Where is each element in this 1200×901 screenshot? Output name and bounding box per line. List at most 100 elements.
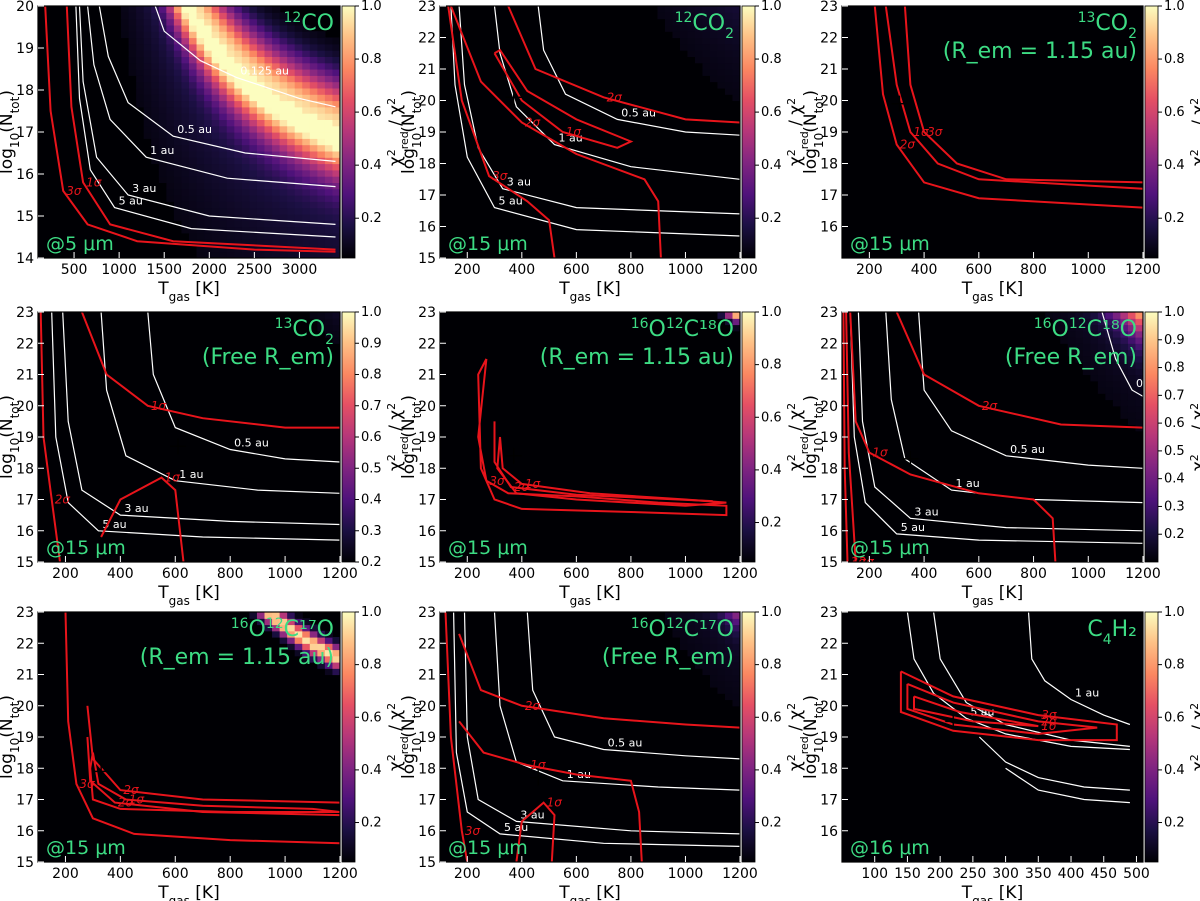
heatmap-cell [695,18,704,26]
heatmap-cell [309,312,318,319]
heatmap-cell [287,87,296,95]
heatmap-cell [196,220,205,228]
heatmap-cell [151,24,160,32]
radius-contour-label: 3 au [124,502,148,515]
heatmap-cell [309,50,318,57]
heatmap-cell [302,630,311,638]
heatmap-cell [1082,324,1091,332]
x-tick-label: 1200 [322,566,358,582]
heatmap-cell [189,176,198,183]
x-tick-label: 200 [856,566,883,582]
heatmap-cell [717,637,726,644]
heatmap-cell [680,37,689,45]
heatmap-cell [189,50,198,57]
sigma-contour-label: 1σ [530,758,546,772]
heatmap-cell [687,612,696,619]
heatmap-cell [256,213,266,221]
heatmap-cell [173,182,183,190]
sigma-contour [449,6,662,258]
y-tick-label: 20 [820,699,838,715]
heatmap-cell [324,81,334,89]
radius-contour [453,612,740,847]
x-axis-label: Tgas [K] [961,583,1023,608]
heatmap-cell [1112,362,1122,369]
x-tick-label: 1000 [668,866,704,882]
heatmap-cell [324,630,334,638]
heatmap-cell [1127,418,1137,426]
heatmap-cell [725,693,734,701]
heatmap-cell [234,169,243,177]
heatmap-cell [151,144,160,152]
heatmap-cell [294,169,303,177]
heatmap-cell [158,87,167,95]
heatmap-cell [710,69,719,76]
best-fit-marker [891,95,908,112]
heatmap-cell [249,163,258,171]
heatmap-cell [264,6,273,13]
heatmap-cell [717,6,726,13]
y-tick-label: 15 [418,251,436,267]
heatmap-cell [189,195,198,202]
heatmap-cell [294,163,303,171]
heatmap-cell [332,662,340,669]
colorbar [1144,611,1159,863]
heatmap-cell [272,37,281,45]
heatmap-cell [309,157,318,165]
heatmap-cell [332,132,340,139]
heatmap-cell [302,106,311,114]
heatmap-cell [264,138,273,146]
heatmap-cell [687,43,696,51]
radius-contour-label: 1 au [150,144,174,157]
heatmap-cell [279,630,288,638]
heatmap-cell [196,169,205,177]
heatmap-cell [302,81,311,89]
heatmap-cell [272,100,281,108]
heatmap-cell [219,245,228,253]
heatmap-cell [1135,355,1143,363]
colorbar-tick-label: 0.8 [1164,658,1185,673]
heatmap-cell [189,169,198,177]
heatmap-cell [332,195,340,202]
heatmap-cell [279,125,288,133]
heatmap-cell [672,612,681,619]
heatmap-cell [294,144,303,152]
heatmap-cell [717,62,726,70]
heatmap-cell [324,312,334,319]
sigma-contour-label: 3σ [66,184,82,198]
heatmap-cell [1105,330,1114,338]
colorbar-tick-label: 0.2 [1164,816,1185,831]
heatmap-cell [211,106,220,114]
heatmap-cell [189,24,198,32]
heatmap-cell [287,31,296,39]
heatmap-cell [279,43,288,51]
heatmap-cell [204,62,213,70]
heatmap-cell [272,138,281,146]
sigma-contour [447,6,556,258]
heatmap-cell [173,56,183,64]
x-axis-label: Tgas [K] [157,583,219,608]
heatmap-cell [158,75,167,83]
heatmap-cell [211,245,220,253]
heatmap-cell [1120,399,1129,407]
colorbar-tick-label: 0.4 [761,463,782,478]
heatmap-cell [324,144,334,152]
heatmap-cell [702,18,711,26]
heatmap-cell [287,138,296,146]
colorbar-tick-label: 1.0 [361,305,382,320]
heatmap-cell [279,12,288,20]
heatmap-cell [294,37,303,45]
heatmap-cell [204,182,213,190]
heatmap-cell [204,106,213,114]
heatmap-cell [219,132,228,139]
heatmap-cell [226,226,235,234]
heatmap-cell [279,69,288,76]
sigma-contour-label: 1σ [86,175,102,189]
heatmap-cell [234,251,243,258]
heatmap-cell [287,125,296,133]
heatmap-cell [317,643,326,651]
colorbar-tick-label: 0.2 [1164,527,1185,542]
heatmap-cell [710,624,719,632]
heatmap-cell [196,125,205,133]
